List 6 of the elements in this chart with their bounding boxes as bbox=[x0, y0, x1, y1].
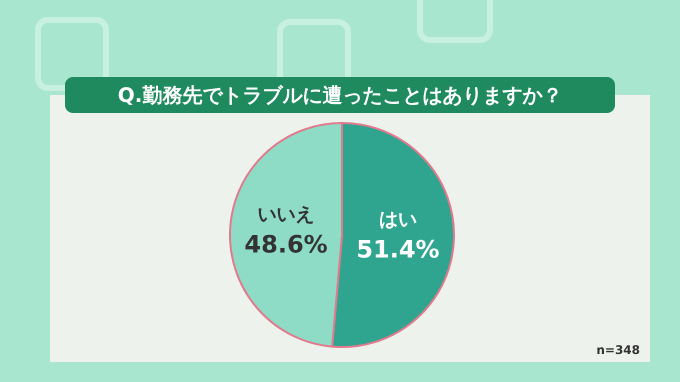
slice-label: はい bbox=[378, 208, 417, 230]
chart-title: Q.勤務先でトラブルに遭ったことはありますか？ bbox=[118, 83, 562, 107]
text: n=348 bbox=[596, 343, 640, 357]
data-label: 48.6% bbox=[244, 230, 328, 259]
data-label: 51.4% bbox=[356, 235, 440, 264]
slice-label: いいえ bbox=[258, 204, 315, 226]
